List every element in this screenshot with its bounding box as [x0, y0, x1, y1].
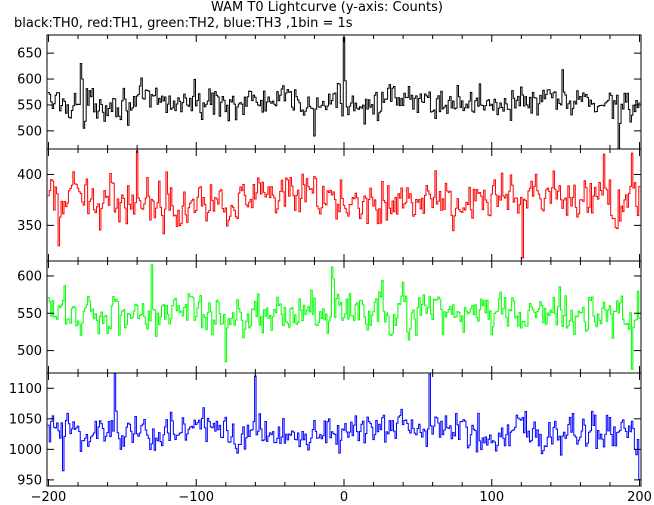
x-tick-label: −100 [178, 490, 214, 505]
panel-th0: 500 550 600 650 [17, 34, 642, 150]
y-tick-label: 950 [17, 473, 42, 488]
x-tick-label: 100 [479, 490, 504, 505]
series-line-th2 [47, 264, 641, 370]
x-axis: −200 −100 0 100 200 [31, 490, 652, 505]
panel-th3: 950 1000 1050 1100 [9, 372, 642, 488]
y-tick-label: 400 [17, 168, 42, 183]
panel-frame-th0 [46, 34, 642, 150]
chart-subtitle: black:TH0, red:TH1, green:TH2, blue:TH3 … [14, 16, 353, 31]
panel-th2: 500 550 600 [17, 260, 642, 374]
y-tick-label: 500 [17, 124, 42, 139]
panel-frame-th2 [46, 260, 642, 374]
y-tick-label: 600 [17, 269, 42, 284]
y-tick-label: 1000 [9, 443, 42, 458]
series-line-th1 [47, 150, 641, 259]
x-tick-label: 0 [340, 490, 348, 505]
series-line-th3 [47, 372, 641, 481]
y-tick-label: 550 [17, 98, 42, 113]
y-tick-label: 1100 [9, 382, 42, 397]
x-tick-label: 200 [627, 490, 652, 505]
chart-title: WAM T0 Lightcurve (y-axis: Counts) [211, 0, 443, 15]
series-line-th0 [47, 37, 641, 150]
y-tick-label: 650 [17, 47, 42, 62]
y-tick-label: 600 [17, 73, 42, 88]
y-tick-label: 550 [17, 307, 42, 322]
panels-group: 500 550 600 650 350 400 500 550 600 950 1000 1050 11… [9, 34, 642, 488]
y-tick-label: 500 [17, 344, 42, 359]
x-tick-label: −200 [31, 490, 67, 505]
y-tick-label: 350 [17, 219, 42, 234]
y-tick-label: 1050 [9, 412, 42, 427]
panel-th1: 350 400 [17, 148, 642, 262]
